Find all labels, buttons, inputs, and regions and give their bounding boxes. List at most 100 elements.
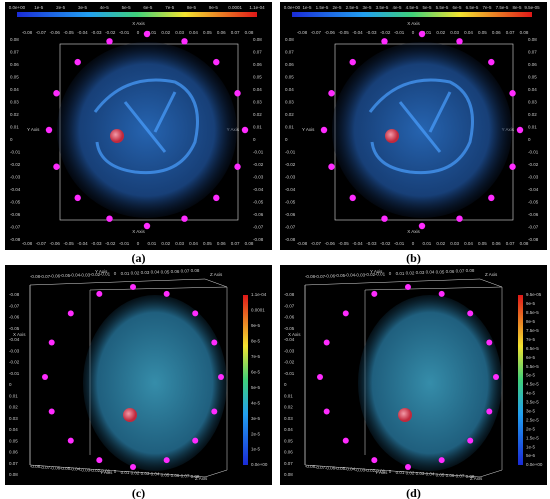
tick-label: -0.07 (284, 303, 295, 308)
tick-label: -0.05 (10, 200, 21, 205)
colorbar-label: 0.0e+00 (284, 5, 301, 10)
tick-label: -0.02 (90, 272, 101, 277)
tick-label: 0.06 (171, 269, 180, 274)
axis-title: X Axis (407, 229, 420, 234)
tick-label: 0.07 (231, 30, 240, 35)
colorbar-label: 7.5e-5 (526, 328, 539, 333)
colorbar-label: 4.5e-5 (406, 5, 419, 10)
sensor (67, 310, 74, 317)
panel: 1.1e-04 0.0001 9e-5 8e-5 7e-5 6e-5 5e-5 4e-5 3e-… (5, 265, 272, 485)
colorbar-label: 6e-5 (452, 5, 462, 10)
tick-label: 0.02 (131, 270, 140, 275)
colorbar (292, 12, 532, 17)
colorbar-label: 5e-5 (526, 373, 536, 378)
sensor (106, 38, 113, 45)
sensor (96, 457, 103, 464)
colorbar-label: 0.0e+00 (9, 5, 26, 10)
tick-label: 0.03 (175, 30, 184, 35)
tick-label: -0.07 (315, 274, 326, 279)
tick-label: 0.01 (396, 271, 405, 276)
tick-label: 0.02 (253, 112, 262, 117)
tick-label: -0.04 (9, 337, 20, 342)
tick-label: -0.08 (305, 464, 316, 469)
colorbar-label: 4e-5 (251, 400, 261, 405)
tick-label: 0.02 (161, 30, 170, 35)
tick-label: -0.07 (285, 225, 296, 230)
tick-label: 0 (137, 241, 140, 246)
axis-title: Z Axis (485, 272, 498, 277)
sensor (342, 437, 349, 444)
tick-label: 0.01 (422, 30, 431, 35)
tick-label: -0.02 (105, 241, 116, 246)
colorbar (243, 295, 248, 465)
tick-label: -0.03 (366, 241, 377, 246)
bounding-box (304, 278, 503, 478)
tick-label: -0.08 (284, 292, 295, 297)
tick-label: 0.03 (253, 100, 262, 105)
tick-label: 0.02 (9, 405, 18, 410)
tick-label: -0.04 (70, 273, 81, 278)
tick-label: 0.08 (245, 30, 254, 35)
tick-label: -0.02 (380, 30, 391, 35)
colorbar-label: 6e-5 (251, 369, 261, 374)
colorbar-label: 8e-5 (512, 5, 522, 10)
panel: 0.0e+00 1e-5 1.5e-5 2e-5 2.5e-5 3e-5 3.5e-5 4e-… (280, 2, 547, 250)
sensor (241, 126, 249, 134)
sensor (381, 215, 388, 222)
sensor (181, 215, 188, 222)
tick-label: -0.01 (100, 272, 111, 277)
sensor (418, 30, 426, 38)
tick-label: -0.06 (528, 212, 539, 217)
sensor (438, 457, 445, 464)
sensor (438, 290, 445, 297)
tick-label: 0.04 (284, 427, 293, 432)
sensor (96, 290, 103, 297)
tick-label: 0.08 (191, 268, 200, 273)
sensor (234, 90, 241, 97)
axis-title: Y Axis (100, 470, 113, 475)
colorbar-label: 5e-6 (526, 453, 536, 458)
colorbar-label: 1e-5 (302, 5, 312, 10)
tick-label: -0.03 (285, 175, 296, 180)
tick-label: -0.05 (63, 241, 74, 246)
colorbar-label: 7e-5 (165, 5, 175, 10)
tick-label: 0.02 (131, 470, 140, 475)
colorbar-label: 5e-5 (251, 385, 261, 390)
tick-label: 0.02 (406, 470, 415, 475)
tick-label: 0 (114, 271, 117, 276)
sensor (163, 290, 170, 297)
tick-label: -0.02 (284, 360, 295, 365)
tick-label: -0.08 (30, 274, 41, 279)
volume (83, 295, 227, 471)
tick-label: 0.01 (284, 393, 293, 398)
colorbar-label: 0.0001 (228, 5, 242, 10)
colorbar-label: 2e-5 (526, 426, 536, 431)
colorbar-label: 5.5e-5 (436, 5, 449, 10)
tick-label: -0.07 (36, 30, 47, 35)
tick-label: 0.06 (446, 269, 455, 274)
colorbar-label: 6.5e-5 (466, 5, 479, 10)
tick-label: -0.08 (285, 237, 296, 242)
sensor (456, 215, 463, 222)
sensor (48, 339, 55, 346)
tick-label: 0.04 (151, 270, 160, 275)
tick-label: 0.07 (506, 30, 515, 35)
sensor (328, 90, 335, 97)
tick-label: 0.03 (528, 100, 537, 105)
tick-label: -0.05 (9, 326, 20, 331)
tick-label: -0.01 (528, 150, 539, 155)
tick-label: -0.05 (338, 241, 349, 246)
tick-label: -0.01 (394, 241, 405, 246)
tick-label: 0.08 (253, 37, 262, 42)
tick-label: 0.04 (464, 30, 473, 35)
sensor (192, 437, 199, 444)
tick-label: -0.04 (528, 187, 539, 192)
sensor (323, 339, 330, 346)
axis-title: Y Axis (95, 269, 108, 274)
tick-label: -0.02 (528, 162, 539, 167)
colorbar-label: 4e-5 (100, 5, 110, 10)
tick-label: 0.07 (528, 50, 537, 55)
sensor (213, 58, 220, 66)
tick-label: 0.05 (161, 269, 170, 274)
colorbar-label: 0.0e+00 (251, 462, 268, 467)
